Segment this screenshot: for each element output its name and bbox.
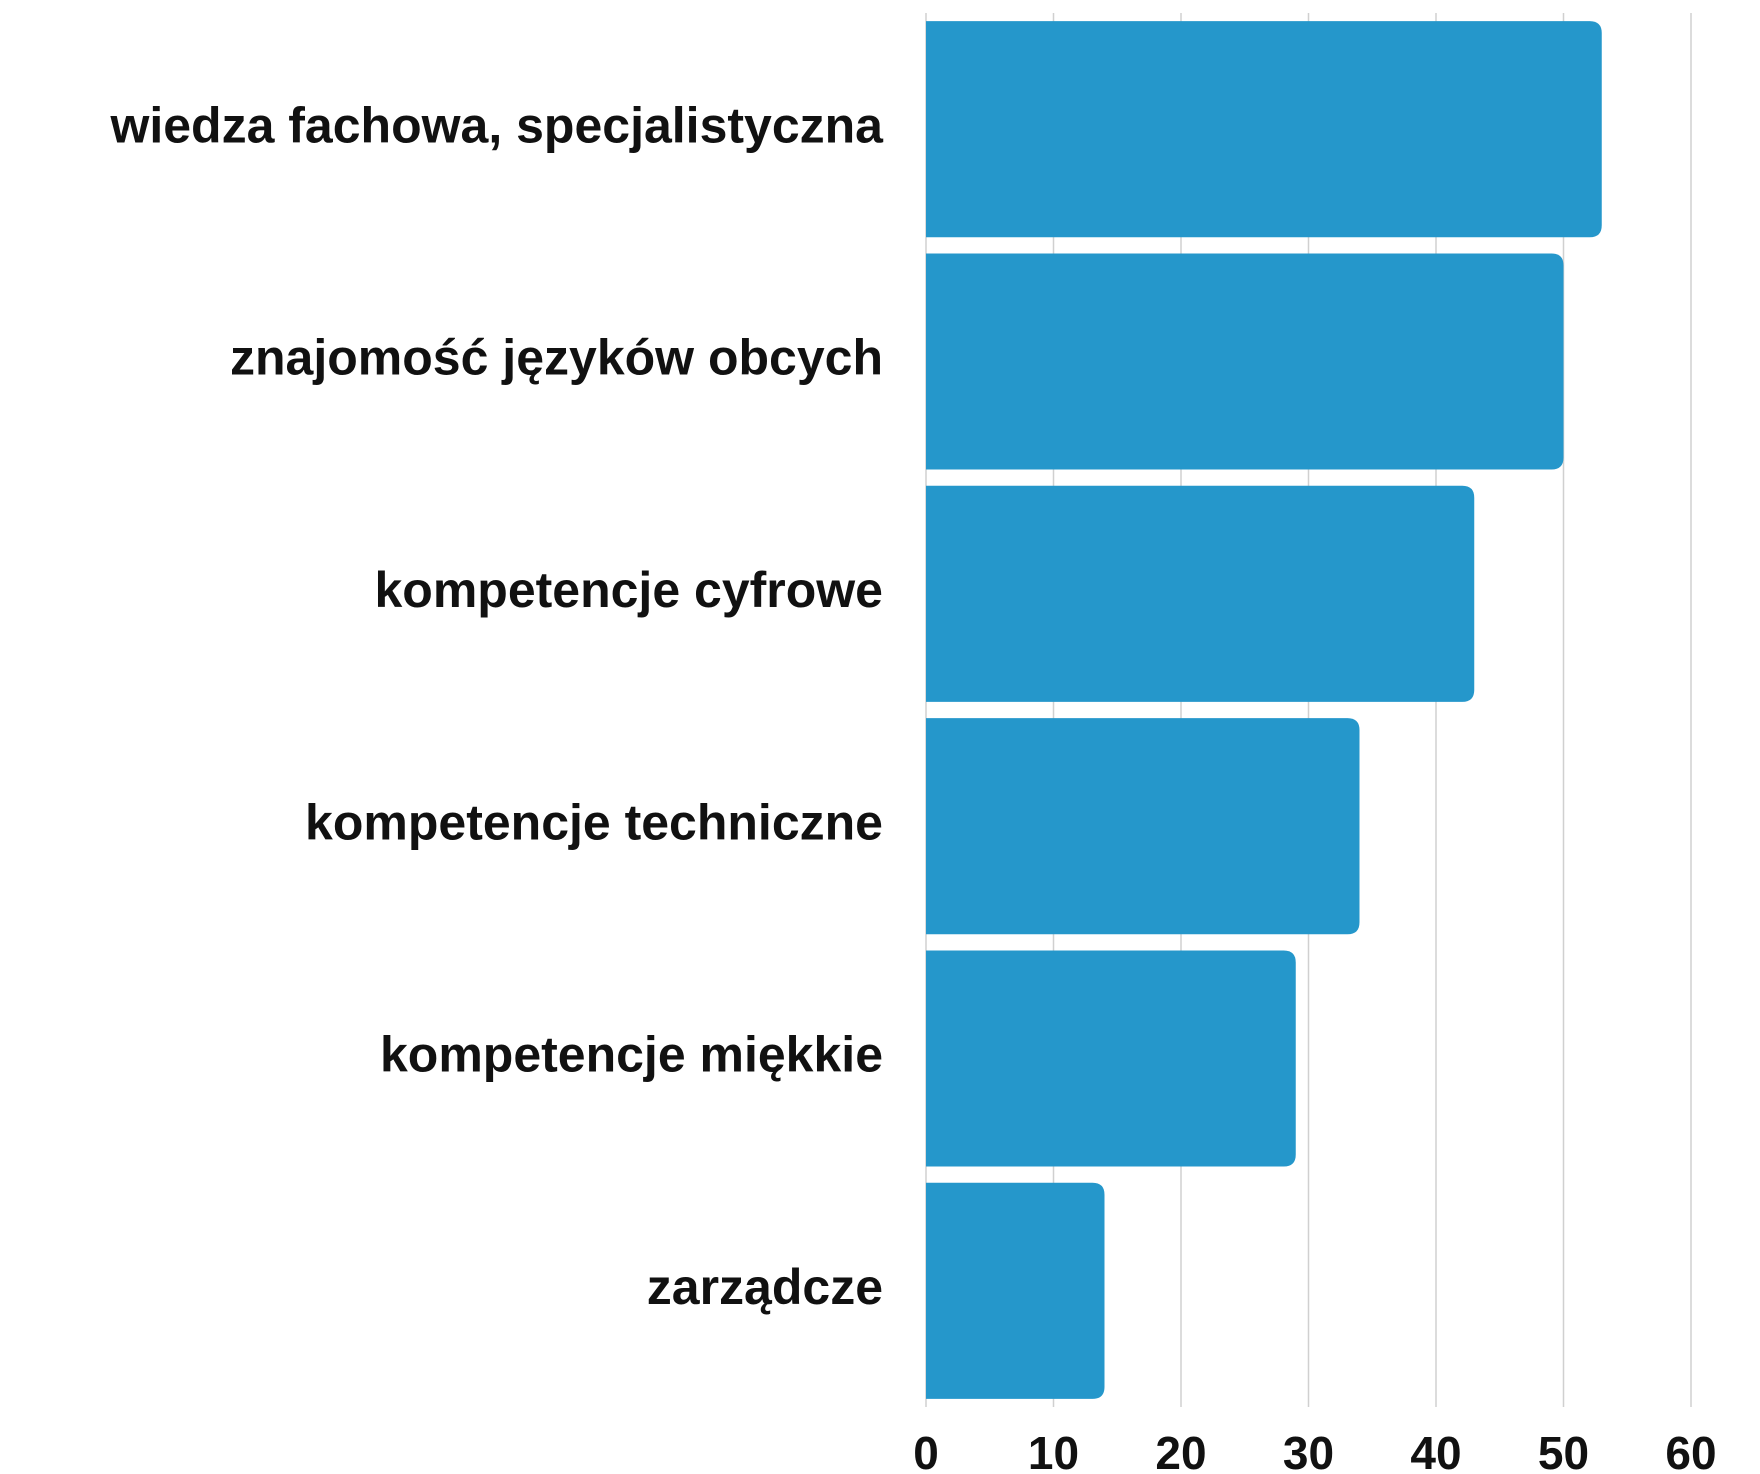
y-tick-label: wiedza fachowa, specjalistyczna xyxy=(109,97,884,153)
bar xyxy=(926,950,1296,1167)
bar xyxy=(926,485,1475,702)
y-tick-label: zarządcze xyxy=(647,1259,883,1315)
bar xyxy=(926,718,1360,935)
bar xyxy=(926,1182,1105,1399)
bar xyxy=(926,21,1602,238)
x-tick-label: 50 xyxy=(1538,1427,1589,1474)
x-tick-label: 0 xyxy=(913,1427,939,1474)
x-tick-label: 20 xyxy=(1155,1427,1206,1474)
y-tick-label: kompetencje miękkie xyxy=(380,1027,883,1083)
y-tick-label: kompetencje techniczne xyxy=(305,794,883,850)
x-tick-label: 30 xyxy=(1283,1427,1334,1474)
x-tick-label: 40 xyxy=(1410,1427,1461,1474)
bar xyxy=(926,253,1564,470)
x-tick-label: 60 xyxy=(1665,1427,1716,1474)
y-tick-label: znajomość języków obcych xyxy=(230,330,883,386)
y-tick-label: kompetencje cyfrowe xyxy=(374,562,883,618)
x-tick-label: 10 xyxy=(1028,1427,1079,1474)
